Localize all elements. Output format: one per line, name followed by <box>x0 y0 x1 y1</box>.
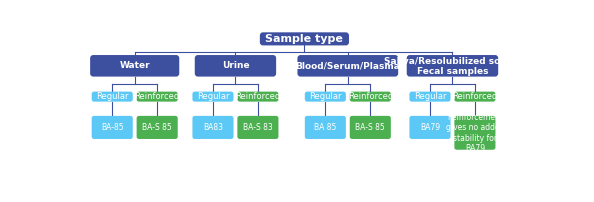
Text: BA-85: BA-85 <box>101 123 124 132</box>
FancyBboxPatch shape <box>407 55 498 77</box>
FancyBboxPatch shape <box>238 92 279 102</box>
FancyBboxPatch shape <box>238 116 279 139</box>
FancyBboxPatch shape <box>350 116 391 139</box>
Text: BA-S 85: BA-S 85 <box>355 123 385 132</box>
Text: Regular: Regular <box>309 92 342 101</box>
Text: BA-S 83: BA-S 83 <box>243 123 273 132</box>
Text: Regular: Regular <box>197 92 229 101</box>
FancyBboxPatch shape <box>305 116 346 139</box>
FancyBboxPatch shape <box>137 116 178 139</box>
FancyBboxPatch shape <box>91 116 133 139</box>
Text: Saliva/Resolubilized solids/
Fecal samples: Saliva/Resolubilized solids/ Fecal sampl… <box>384 56 521 76</box>
FancyBboxPatch shape <box>260 32 349 45</box>
FancyBboxPatch shape <box>305 92 346 102</box>
FancyBboxPatch shape <box>192 116 233 139</box>
FancyBboxPatch shape <box>137 92 178 102</box>
Text: Water: Water <box>119 61 150 70</box>
FancyBboxPatch shape <box>409 92 450 102</box>
FancyBboxPatch shape <box>192 92 233 102</box>
FancyBboxPatch shape <box>195 55 276 77</box>
Text: BA-S 85: BA-S 85 <box>143 123 172 132</box>
Text: BA79: BA79 <box>420 123 440 132</box>
Text: BA 85: BA 85 <box>314 123 337 132</box>
Text: Reinforced: Reinforced <box>135 92 180 101</box>
Text: Blood/Serum/Plasma: Blood/Serum/Plasma <box>295 61 400 70</box>
Text: BA83: BA83 <box>203 123 223 132</box>
Text: Regular: Regular <box>414 92 446 101</box>
Text: Urine: Urine <box>222 61 249 70</box>
Text: Reinforced: Reinforced <box>235 92 280 101</box>
Text: Sample type: Sample type <box>266 34 343 44</box>
FancyBboxPatch shape <box>409 116 450 139</box>
FancyBboxPatch shape <box>350 92 391 102</box>
FancyBboxPatch shape <box>90 55 179 77</box>
FancyBboxPatch shape <box>454 92 495 102</box>
FancyBboxPatch shape <box>298 55 398 77</box>
FancyBboxPatch shape <box>454 116 495 150</box>
FancyBboxPatch shape <box>91 92 133 102</box>
Text: Reinforcement
gives no added
stability for
BA79: Reinforcement gives no added stability f… <box>446 113 504 153</box>
Text: Reinforced: Reinforced <box>452 92 498 101</box>
Text: Reinforced: Reinforced <box>347 92 393 101</box>
Text: Regular: Regular <box>96 92 128 101</box>
